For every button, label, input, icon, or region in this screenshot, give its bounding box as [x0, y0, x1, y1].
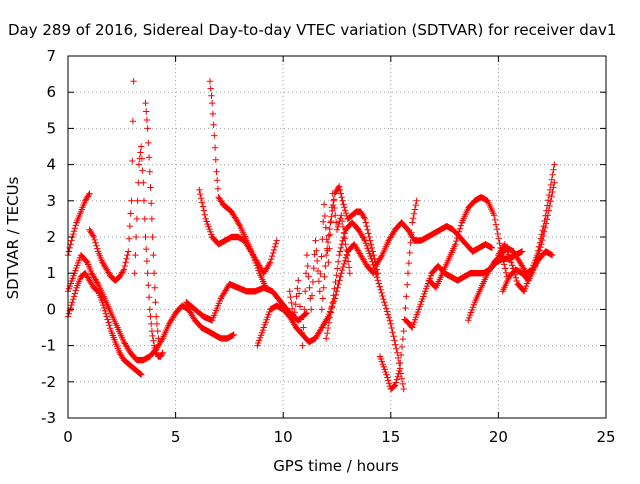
ticks: 0 5 10 15 20 25 -3 -2 -1 0 1 2 3 4 5 6 7 — [41, 47, 616, 446]
data-series-10 — [254, 241, 377, 349]
data-point-markers — [499, 179, 558, 295]
y-tick-label: 3 — [46, 192, 56, 210]
y-tick-label: 2 — [46, 228, 56, 246]
x-tick-label: 10 — [274, 428, 293, 446]
y-tick-label: 1 — [46, 264, 56, 282]
x-tick-label: 5 — [171, 428, 181, 446]
data-point-markers — [372, 219, 496, 270]
y-tick-label: -1 — [41, 337, 56, 355]
data-point-markers — [131, 143, 166, 360]
data-points — [64, 78, 558, 393]
data-point-markers — [254, 241, 377, 349]
y-tick-label: -2 — [41, 373, 56, 391]
data-series-13 — [323, 219, 407, 393]
x-tick-label: 15 — [381, 428, 400, 446]
data-series-12 — [318, 183, 382, 313]
data-series-6 — [142, 99, 162, 342]
data-series-18 — [426, 194, 511, 291]
data-series-4 — [86, 78, 137, 284]
data-series-11 — [286, 190, 354, 349]
y-tick-label: 4 — [46, 156, 56, 174]
data-series-5 — [131, 143, 166, 360]
y-tick-label: 7 — [46, 47, 56, 65]
x-axis-label: GPS time / hours — [273, 457, 399, 475]
x-tick-label: 0 — [63, 428, 73, 446]
data-series-20 — [499, 179, 558, 295]
x-tick-label: 20 — [489, 428, 508, 446]
data-series-14 — [376, 197, 420, 393]
data-series-8 — [196, 186, 280, 277]
data-point-markers — [142, 99, 162, 342]
data-point-markers — [286, 190, 354, 349]
x-tick-label: 25 — [596, 428, 615, 446]
y-tick-label: -3 — [41, 409, 56, 427]
data-series-15 — [372, 219, 496, 270]
y-tick-label: 5 — [46, 119, 56, 137]
y-axis-label: SDTVAR / TECUs — [4, 176, 22, 299]
data-point-markers — [86, 78, 137, 284]
y-tick-label: 0 — [46, 300, 56, 318]
data-point-markers — [323, 219, 407, 393]
data-point-markers — [196, 186, 280, 277]
y-tick-label: 6 — [46, 83, 56, 101]
chart-title: Day 289 of 2016, Sidereal Day-to-day VTE… — [8, 21, 616, 39]
data-point-markers — [376, 197, 420, 393]
data-point-markers — [426, 194, 511, 291]
data-point-markers — [318, 183, 382, 313]
